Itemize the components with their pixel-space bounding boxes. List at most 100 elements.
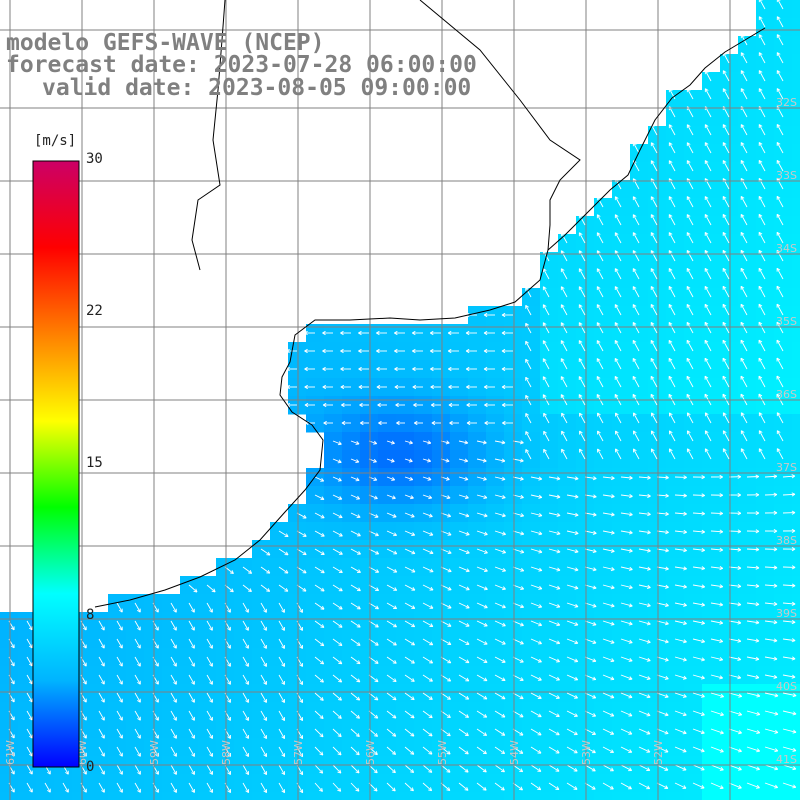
wind-arrow bbox=[386, 692, 397, 701]
wind-arrow bbox=[116, 764, 123, 775]
wind-arrow bbox=[512, 566, 525, 572]
wind-arrow bbox=[669, 412, 676, 424]
wind-arrow bbox=[188, 674, 195, 685]
wind-arrow bbox=[278, 602, 285, 613]
wind-arrow bbox=[26, 692, 33, 703]
wind-arrow bbox=[448, 366, 459, 372]
wind-arrow bbox=[566, 674, 579, 681]
wind-arrow bbox=[359, 402, 369, 408]
wind-arrow bbox=[686, 430, 694, 442]
wind-arrow bbox=[782, 565, 796, 570]
wind-arrow bbox=[548, 566, 561, 572]
wind-arrow bbox=[758, 375, 766, 388]
wind-arrow bbox=[615, 430, 622, 442]
wind-arrow bbox=[566, 710, 578, 717]
wind-arrow bbox=[686, 339, 694, 352]
wind-arrow bbox=[525, 376, 532, 388]
wind-arrow bbox=[350, 674, 361, 683]
wind-arrow bbox=[242, 764, 249, 775]
wind-arrow bbox=[710, 547, 724, 552]
wind-arrow bbox=[404, 512, 415, 518]
wind-arrow bbox=[728, 692, 743, 698]
wind-arrow bbox=[458, 548, 470, 554]
wind-arrow bbox=[386, 620, 397, 628]
wind-arrow bbox=[322, 402, 333, 408]
wind-arrow bbox=[632, 142, 640, 154]
wind-arrow bbox=[304, 384, 315, 390]
wind-arrow bbox=[368, 674, 379, 683]
wind-arrow bbox=[632, 268, 640, 280]
wind-arrow bbox=[278, 530, 289, 538]
wind-arrow bbox=[620, 602, 633, 608]
wind-arrow bbox=[776, 88, 784, 100]
wind-arrow bbox=[782, 510, 796, 515]
wind-arrow bbox=[620, 692, 633, 699]
wind-arrow bbox=[597, 412, 604, 424]
wind-arrow bbox=[548, 692, 560, 699]
wind-arrow bbox=[668, 232, 676, 244]
lat-label: 36S bbox=[776, 388, 797, 401]
wind-arrow bbox=[26, 764, 33, 775]
wind-arrow bbox=[722, 285, 730, 298]
wind-arrow bbox=[692, 511, 705, 516]
wind-arrow bbox=[656, 566, 669, 571]
wind-arrow bbox=[386, 710, 397, 719]
wind-arrow bbox=[614, 286, 622, 298]
wind-arrow bbox=[704, 375, 712, 388]
wind-arrow bbox=[620, 584, 633, 590]
wind-arrow bbox=[602, 674, 615, 681]
wind-arrow bbox=[314, 782, 323, 792]
wind-arrow bbox=[728, 620, 742, 625]
wind-arrow bbox=[740, 412, 748, 424]
wind-arrow bbox=[686, 250, 694, 262]
wind-arrow bbox=[368, 602, 379, 610]
wind-arrow bbox=[422, 728, 433, 737]
wind-arrow bbox=[483, 384, 495, 390]
wind-arrow bbox=[314, 746, 324, 756]
wind-arrow bbox=[429, 330, 441, 336]
wind-arrow bbox=[632, 196, 640, 208]
wind-arrow bbox=[314, 584, 325, 592]
wind-arrow bbox=[476, 530, 488, 536]
wind-arrow bbox=[722, 375, 730, 388]
wind-arrow bbox=[566, 746, 578, 754]
wind-arrow bbox=[650, 142, 658, 154]
wind-arrow bbox=[740, 448, 748, 460]
wind-arrow bbox=[26, 638, 33, 649]
wind-arrow bbox=[650, 214, 658, 226]
wind-arrow bbox=[602, 638, 615, 644]
wind-arrow bbox=[656, 602, 669, 608]
wind-arrow bbox=[710, 584, 724, 589]
wind-arrow bbox=[458, 620, 470, 627]
wind-arrow bbox=[782, 656, 796, 661]
wind-arrow bbox=[404, 584, 416, 591]
wind-arrow bbox=[602, 512, 615, 517]
wind-arrow bbox=[278, 566, 289, 574]
wind-arrow bbox=[722, 412, 730, 424]
wind-arrow bbox=[578, 214, 586, 226]
wind-arrow bbox=[686, 448, 694, 460]
wind-arrow bbox=[26, 728, 33, 739]
wind-arrow bbox=[674, 475, 687, 480]
wind-arrow bbox=[465, 348, 477, 354]
wind-arrow bbox=[116, 692, 123, 703]
wind-arrow bbox=[638, 512, 651, 517]
wind-arrow bbox=[304, 330, 315, 336]
wind-arrow bbox=[656, 656, 669, 662]
wind-arrow bbox=[764, 782, 779, 789]
wind-arrow bbox=[728, 474, 742, 479]
wind-direction-arrows bbox=[8, 0, 797, 794]
wind-arrow bbox=[440, 530, 452, 536]
wind-arrow bbox=[584, 620, 597, 626]
wind-arrow bbox=[686, 214, 694, 226]
wind-arrow bbox=[746, 547, 760, 552]
wind-arrow bbox=[404, 728, 415, 737]
wind-arrow bbox=[476, 782, 487, 791]
wind-arrow bbox=[620, 674, 633, 681]
wind-arrow bbox=[632, 357, 640, 370]
wind-arrow bbox=[692, 728, 705, 735]
wind-arrow bbox=[542, 304, 550, 316]
wind-arrow bbox=[776, 249, 784, 262]
wind-arrow bbox=[686, 268, 694, 280]
wind-arrow bbox=[530, 710, 542, 718]
